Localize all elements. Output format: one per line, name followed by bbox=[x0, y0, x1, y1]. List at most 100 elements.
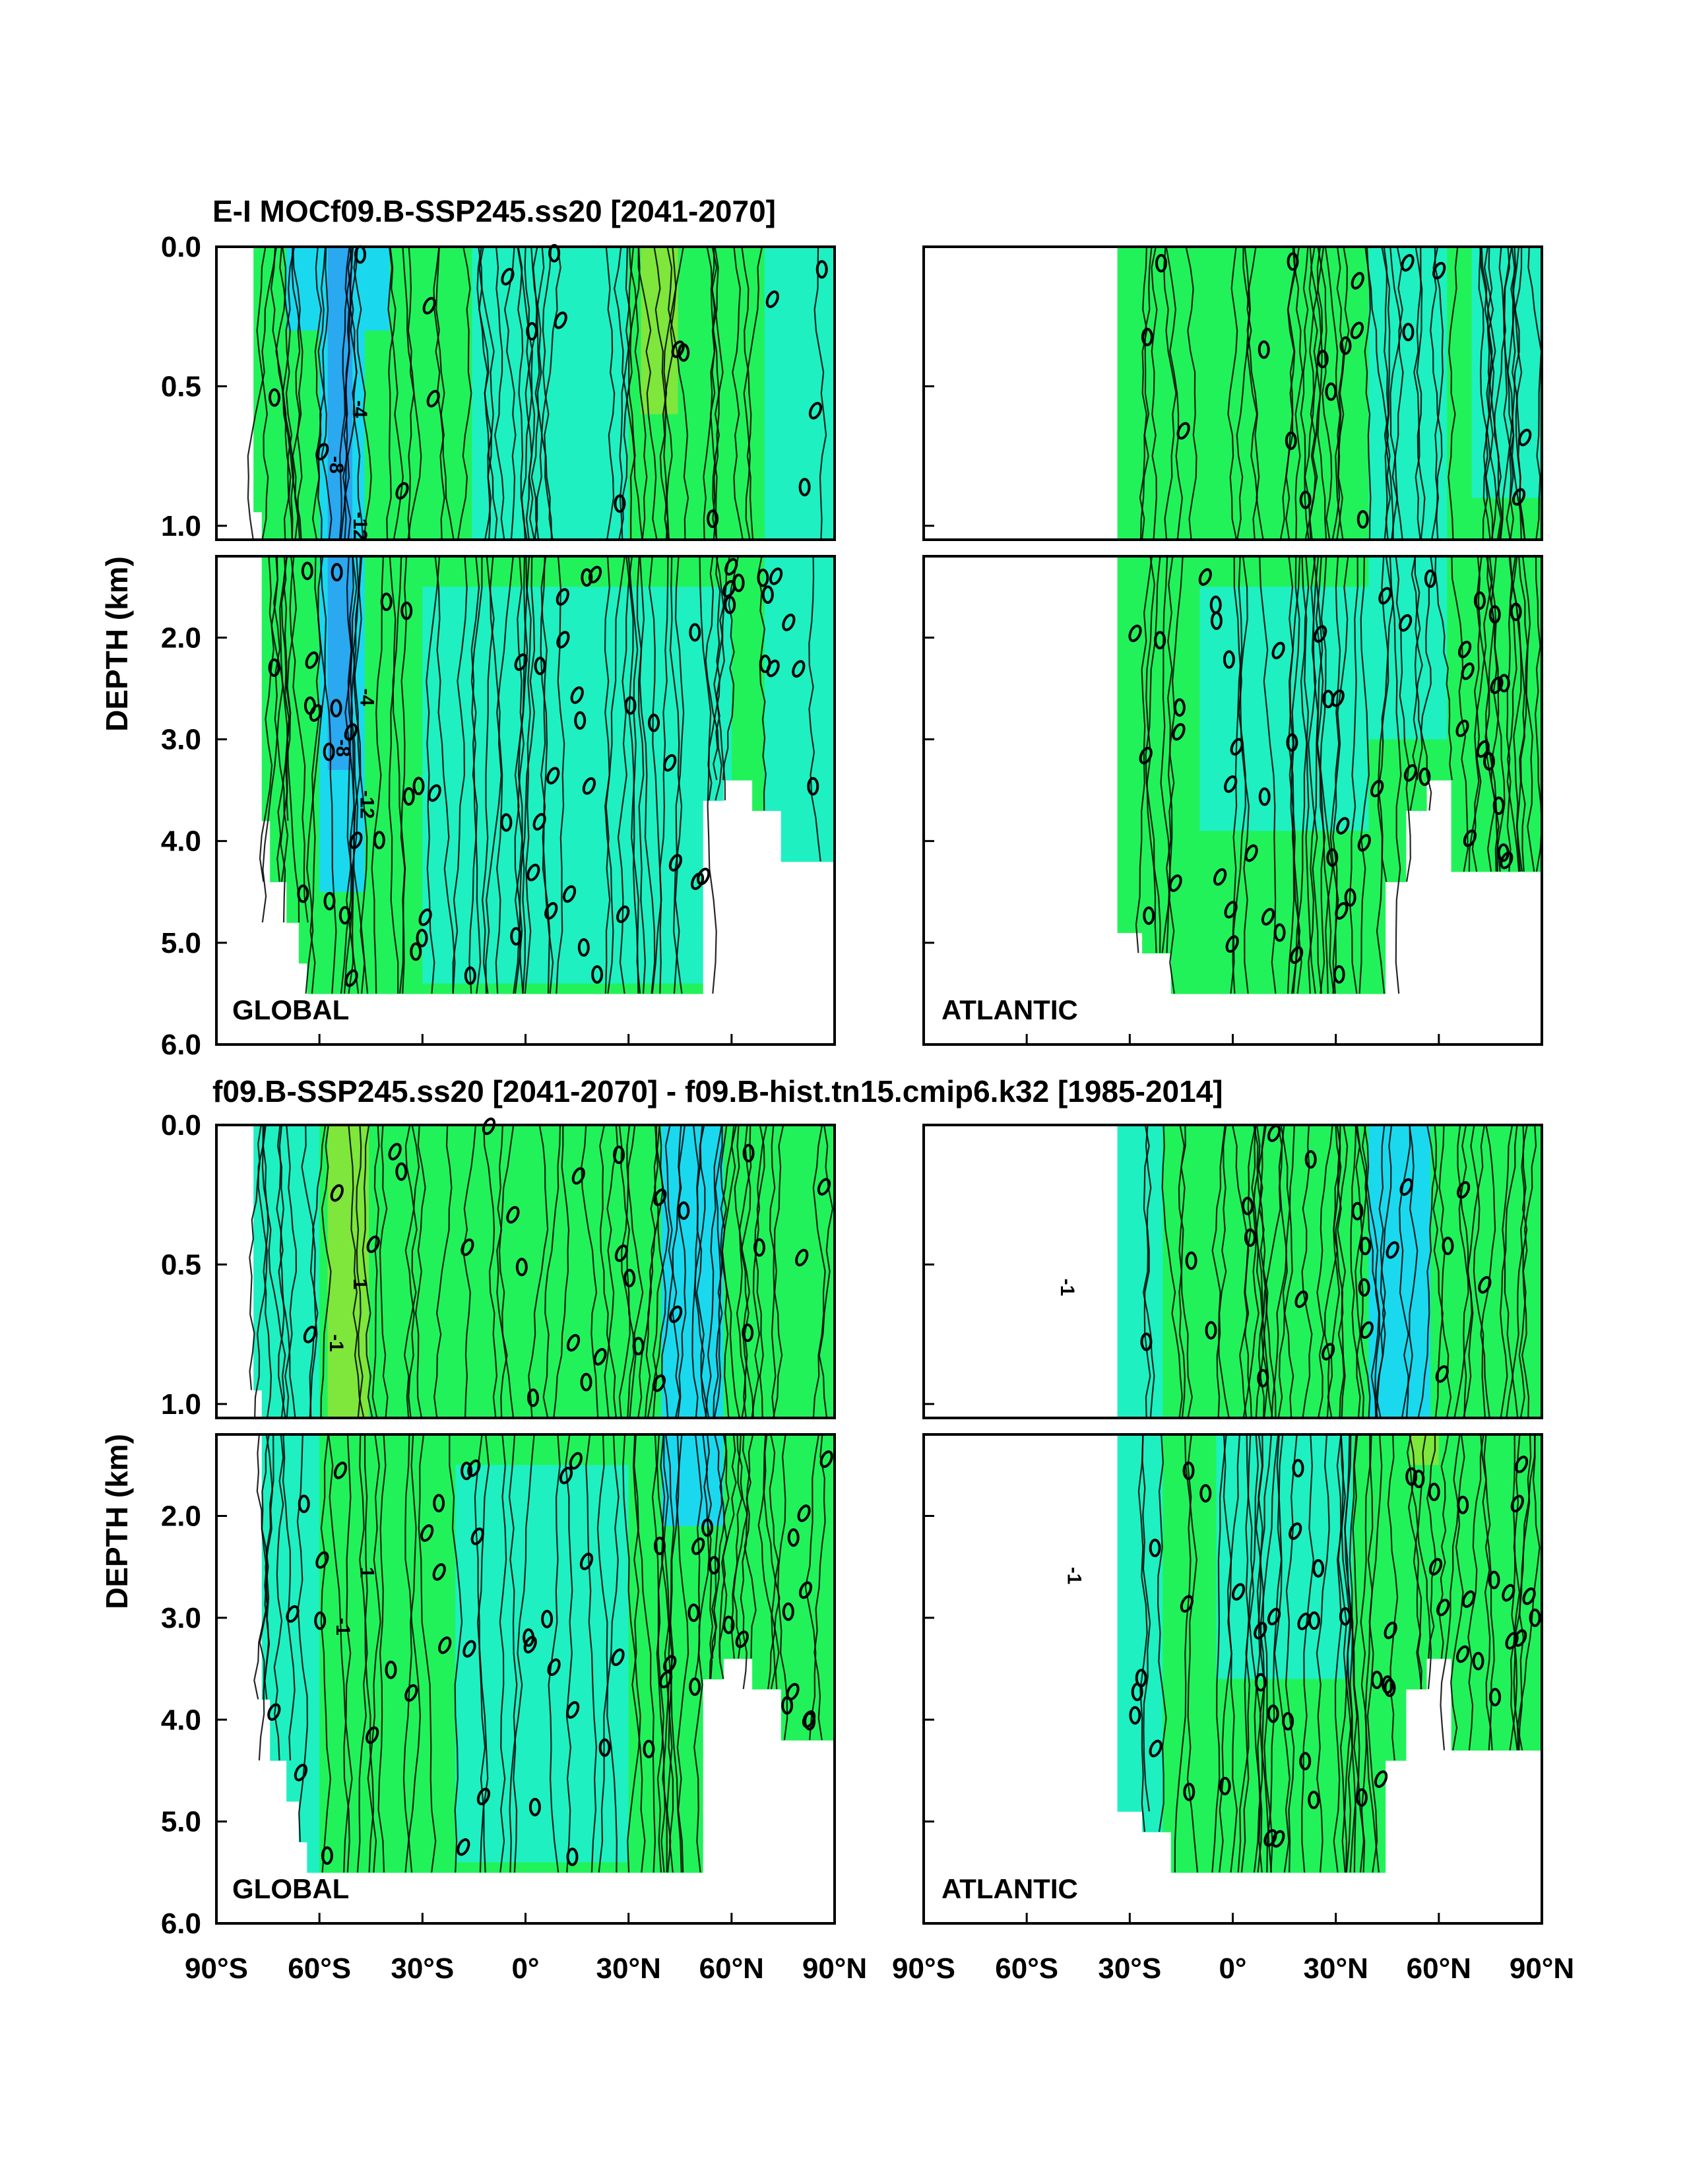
contour-fill-cell bbox=[1228, 617, 1234, 649]
contour-fill-cell bbox=[468, 678, 472, 709]
contour-fill-cell bbox=[562, 288, 567, 331]
contour-fill-cell bbox=[727, 288, 732, 331]
contour-fill-cell bbox=[484, 647, 489, 679]
contour-fill-cell bbox=[1175, 769, 1180, 801]
contour-fill-cell bbox=[472, 647, 477, 679]
contour-fill-cell bbox=[661, 288, 666, 331]
contour-fill-cell bbox=[678, 288, 683, 331]
contour-fill-cell bbox=[538, 861, 542, 893]
contour-fill-cell bbox=[1397, 647, 1403, 679]
contour-fill-cell bbox=[1159, 831, 1163, 862]
contour-fill-cell bbox=[1286, 709, 1291, 740]
contour-fill-cell bbox=[1344, 678, 1349, 709]
contour-fill-cell bbox=[472, 247, 477, 289]
contour-fill-cell bbox=[802, 372, 806, 415]
contour-fill-cell bbox=[435, 983, 439, 994]
contour-fill-cell bbox=[1159, 800, 1163, 831]
contour-fill-cell bbox=[1463, 709, 1469, 740]
contour-fill-cell bbox=[393, 861, 398, 893]
contour-fill-cell bbox=[377, 831, 382, 862]
contour-fill-cell bbox=[686, 709, 691, 740]
contour-fill-cell bbox=[1455, 372, 1460, 415]
contour-fill-cell bbox=[501, 891, 505, 923]
contour-fill-cell bbox=[830, 247, 835, 289]
contour-fill-cell bbox=[604, 678, 608, 709]
contour-fill-cell bbox=[501, 372, 505, 415]
contour-fill-cell bbox=[389, 983, 395, 994]
contour-fill-cell bbox=[575, 330, 580, 373]
contour-fill-cell bbox=[822, 617, 827, 649]
contour-fill-cell bbox=[1517, 739, 1522, 771]
contour-fill-cell bbox=[1175, 288, 1180, 331]
contour-fill-cell bbox=[492, 922, 497, 953]
contour-fill-cell bbox=[793, 247, 798, 289]
contour-fill-cell bbox=[1360, 288, 1365, 331]
contour-fill-cell bbox=[327, 831, 333, 862]
contour-fill-cell bbox=[1315, 769, 1320, 801]
contour-fill-cell bbox=[1302, 678, 1308, 709]
contour-fill-cell bbox=[1170, 556, 1176, 587]
contour-fill-cell bbox=[1199, 678, 1205, 709]
contour-fill-cell bbox=[764, 330, 769, 373]
contour-fill-cell bbox=[278, 678, 283, 709]
contour-fill-cell bbox=[1249, 372, 1254, 415]
contour-fill-cell bbox=[525, 709, 530, 740]
contour-fill-cell bbox=[1405, 647, 1411, 679]
contour-fill-cell bbox=[294, 891, 300, 923]
contour-fill-cell bbox=[1348, 414, 1353, 457]
contour-fill-cell bbox=[1133, 456, 1139, 499]
contour-fill-cell bbox=[1216, 372, 1221, 415]
contour-fill-cell bbox=[501, 498, 505, 540]
contour-fill-cell bbox=[517, 861, 522, 893]
contour-fill-cell bbox=[1372, 617, 1378, 649]
contour-fill-cell bbox=[1368, 556, 1374, 587]
contour-fill-cell bbox=[340, 739, 345, 771]
contour-fill-cell bbox=[1339, 617, 1345, 649]
contour-fill-cell bbox=[703, 800, 707, 801]
contour-fill-cell bbox=[1356, 414, 1361, 457]
contour-fill-cell bbox=[806, 617, 811, 649]
contour-fill-cell bbox=[1137, 288, 1143, 331]
contour-fill-cell bbox=[1521, 678, 1526, 709]
contour-fill-cell bbox=[542, 922, 547, 953]
contour-fill-cell bbox=[542, 891, 547, 923]
contour-fill-cell bbox=[1315, 288, 1320, 331]
contour-fill-cell bbox=[1146, 678, 1151, 709]
contour-fill-cell bbox=[1513, 372, 1518, 415]
contour-fill-cell bbox=[340, 372, 345, 415]
contour-fill-cell bbox=[665, 617, 670, 649]
contour-fill-cell bbox=[336, 739, 340, 771]
contour-fill-cell bbox=[670, 769, 674, 801]
contour-fill-cell bbox=[447, 330, 452, 373]
contour-fill-cell bbox=[422, 647, 428, 679]
contour-fill-cell bbox=[389, 556, 395, 587]
contour-fill-cell bbox=[1319, 953, 1324, 984]
contour-fill-cell bbox=[282, 456, 287, 499]
contour-fill-cell bbox=[546, 861, 551, 893]
contour-fill-cell bbox=[344, 678, 349, 709]
contour-fill-cell bbox=[670, 861, 674, 893]
contour-fill-cell bbox=[756, 414, 761, 457]
contour-fill-cell bbox=[785, 330, 790, 373]
contour-fill-cell bbox=[509, 953, 514, 984]
contour-fill-cell bbox=[534, 891, 538, 923]
contour-fill-cell bbox=[484, 861, 489, 893]
contour-fill-cell bbox=[567, 288, 571, 331]
contour-fill-cell bbox=[1133, 247, 1139, 289]
contour-fill-cell bbox=[418, 330, 423, 373]
contour-fill-cell bbox=[1133, 414, 1139, 457]
contour-fill-cell bbox=[468, 247, 472, 289]
contour-fill-cell bbox=[1121, 288, 1126, 331]
contour-fill-cell bbox=[377, 739, 382, 771]
contour-fill-cell bbox=[616, 414, 621, 457]
contour-fill-cell bbox=[1249, 678, 1254, 709]
contour-fill-cell bbox=[402, 617, 406, 649]
contour-fill-cell bbox=[360, 414, 366, 457]
contour-fill-cell bbox=[1245, 709, 1250, 740]
contour-fill-cell bbox=[517, 556, 522, 587]
contour-fill-cell bbox=[1311, 456, 1316, 499]
contour-fill-cell bbox=[1422, 647, 1427, 679]
contour-fill-cell bbox=[463, 372, 468, 415]
contour-fill-cell bbox=[1117, 709, 1122, 740]
contour-fill-cell bbox=[797, 247, 802, 289]
